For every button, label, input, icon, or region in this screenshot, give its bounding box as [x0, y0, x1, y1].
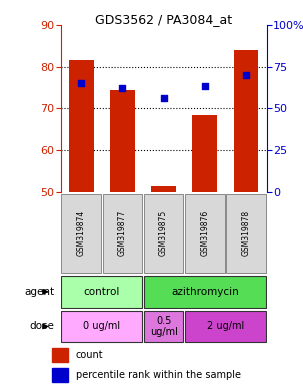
Bar [192, 115, 217, 192]
Point [202, 83, 207, 89]
Bar [151, 186, 176, 192]
Text: GSM319876: GSM319876 [200, 210, 209, 257]
Text: dose: dose [30, 321, 55, 331]
Text: GSM319875: GSM319875 [159, 210, 168, 257]
Bar [144, 194, 183, 273]
Text: azithromycin: azithromycin [171, 287, 239, 297]
Bar [144, 311, 183, 342]
Text: percentile rank within the sample: percentile rank within the sample [76, 370, 241, 380]
Bar [226, 194, 266, 273]
Bar [110, 90, 135, 192]
Bar [62, 311, 142, 342]
Bar [62, 276, 142, 308]
Text: GSM319878: GSM319878 [241, 210, 251, 257]
Bar [69, 60, 94, 192]
Bar [185, 194, 225, 273]
Text: control: control [84, 287, 120, 297]
Bar [103, 194, 142, 273]
Text: GDS3562 / PA3084_at: GDS3562 / PA3084_at [95, 13, 232, 26]
Point [244, 72, 248, 78]
Bar [62, 194, 101, 273]
Bar [52, 348, 68, 362]
Point [120, 84, 125, 91]
Text: GSM319874: GSM319874 [77, 210, 86, 257]
Text: GSM319877: GSM319877 [118, 210, 127, 257]
Point [161, 95, 166, 101]
Bar [52, 368, 68, 382]
Text: 0 ug/ml: 0 ug/ml [83, 321, 120, 331]
Text: 0.5
ug/ml: 0.5 ug/ml [150, 316, 178, 337]
Point [79, 80, 84, 86]
Bar [185, 311, 266, 342]
Text: agent: agent [25, 287, 55, 297]
Text: 2 ug/ml: 2 ug/ml [207, 321, 244, 331]
Bar [234, 50, 258, 192]
Bar [144, 276, 266, 308]
Text: count: count [76, 349, 103, 359]
